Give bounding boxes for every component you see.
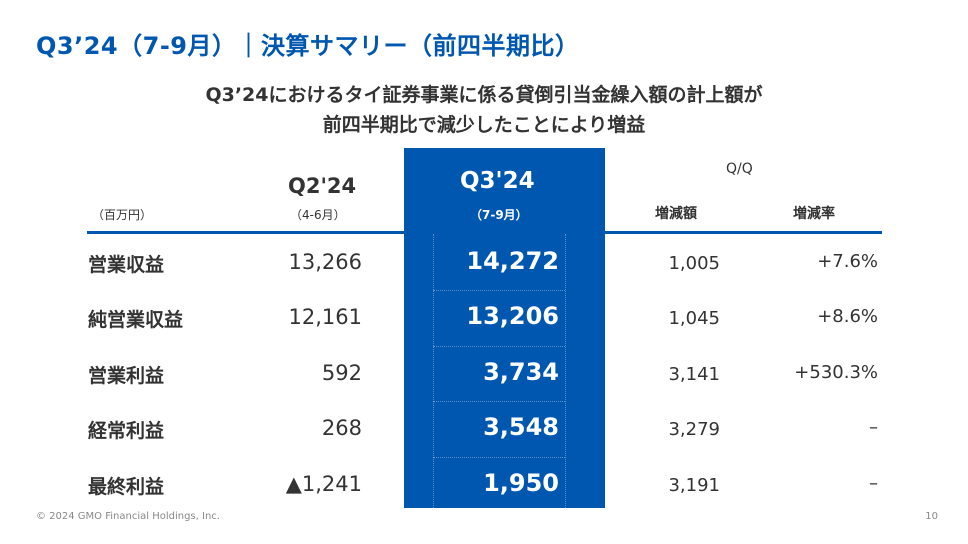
diff-header: 増減額 [655, 206, 697, 222]
row-rate: +530.3% [794, 362, 878, 383]
page-title: Q3’24（7-9月）｜決算サマリー（前四半期比） [36, 32, 580, 60]
header-divider [87, 231, 882, 234]
row-prev: 13,266 [288, 250, 362, 274]
row-diff: 1,005 [668, 253, 720, 274]
grid-line [433, 457, 565, 458]
subtitle-line-1: Q3’24におけるタイ証券事業に係る貸倒引当金繰入額の計上額が [205, 84, 763, 106]
row-label: 純営業収益 [88, 309, 184, 331]
copyright: © 2024 GMO Financial Holdings, Inc. [36, 511, 220, 522]
row-prev: 268 [321, 416, 362, 440]
row-curr: 3,734 [483, 358, 559, 386]
row-rate: +8.6% [817, 306, 878, 327]
row-label: 最終利益 [88, 476, 165, 498]
row-curr: 13,206 [466, 302, 559, 330]
grid-line [565, 234, 566, 508]
grid-line [433, 234, 434, 508]
row-label: 営業利益 [88, 365, 165, 387]
unit-label: （百万円） [92, 208, 153, 222]
row-diff: 3,191 [668, 475, 720, 496]
prev-period-header: （4-6月） [290, 208, 346, 222]
row-diff: 3,279 [668, 419, 720, 440]
grid-line [433, 290, 565, 291]
rate-header: 増減率 [793, 206, 835, 222]
grid-line [433, 401, 565, 402]
row-prev: 12,161 [288, 305, 362, 329]
row-diff: 1,045 [668, 308, 720, 329]
row-rate: – [869, 417, 878, 438]
row-label: 経常利益 [88, 420, 165, 442]
row-label: 営業収益 [88, 254, 165, 276]
row-curr: 3,548 [483, 413, 559, 441]
row-curr: 1,950 [483, 469, 559, 497]
row-rate: +7.6% [817, 251, 878, 272]
qq-header: Q/Q [726, 161, 753, 177]
row-prev: ▲1,241 [285, 472, 362, 496]
prev-quarter-header: Q2'24 [288, 174, 357, 198]
curr-period-header: （7-9月） [470, 208, 528, 222]
curr-quarter-header: Q3'24 [460, 168, 535, 194]
current-quarter-highlight [404, 148, 605, 508]
subtitle-line-2: 前四半期比で減少したことにより増益 [322, 114, 646, 136]
row-prev: 592 [321, 361, 362, 385]
row-diff: 3,141 [668, 364, 720, 385]
page-number: 10 [925, 511, 938, 522]
grid-line [433, 346, 565, 347]
row-rate: – [869, 473, 878, 494]
row-curr: 14,272 [466, 247, 559, 275]
